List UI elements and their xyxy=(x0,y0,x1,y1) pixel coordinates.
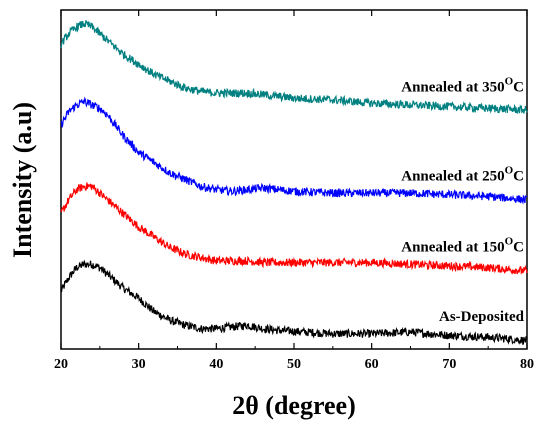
series-label-degree: O xyxy=(505,236,514,248)
series-label-unit: C xyxy=(513,240,524,256)
x-tick-label: 40 xyxy=(209,357,223,372)
series-0 xyxy=(60,259,528,345)
y-axis-title: Intensity (a.u) xyxy=(8,102,37,258)
series-2 xyxy=(60,96,528,205)
series-label: Annealed at 150OC xyxy=(401,236,524,256)
series-label: Annealed at 250OC xyxy=(401,164,524,184)
x-tick-label: 60 xyxy=(365,357,379,372)
x-tick-label: 20 xyxy=(54,357,68,372)
x-tick-label: 80 xyxy=(520,357,534,372)
series-label-text: Annealed at 150 xyxy=(401,240,504,256)
series-label: As-Deposited xyxy=(439,309,525,325)
series-label-text: Annealed at 350 xyxy=(401,79,504,95)
series-label-degree: O xyxy=(505,164,514,176)
series-label-text: As-Deposited xyxy=(439,309,525,325)
series-label-unit: C xyxy=(513,79,524,95)
series-line xyxy=(60,259,528,345)
series-3 xyxy=(60,20,528,115)
x-tick-label: 50 xyxy=(287,357,301,372)
tick-layer: 20 30 40 50 60 70 80 xyxy=(54,10,534,372)
series-label: Annealed at 350OC xyxy=(401,75,524,95)
x-tick-label: 70 xyxy=(442,357,456,372)
plot-frame xyxy=(60,9,528,350)
series-line xyxy=(60,182,528,275)
series-1 xyxy=(60,182,528,275)
x-tick-label: 30 xyxy=(132,357,146,372)
series-label-unit: C xyxy=(513,168,524,184)
series-label-text: Annealed at 250 xyxy=(401,168,504,184)
series-layer xyxy=(60,20,528,345)
x-axis-title: 2θ (degree) xyxy=(232,391,356,420)
series-line xyxy=(60,20,528,115)
series-label-degree: O xyxy=(505,75,514,87)
series-line xyxy=(60,96,528,205)
